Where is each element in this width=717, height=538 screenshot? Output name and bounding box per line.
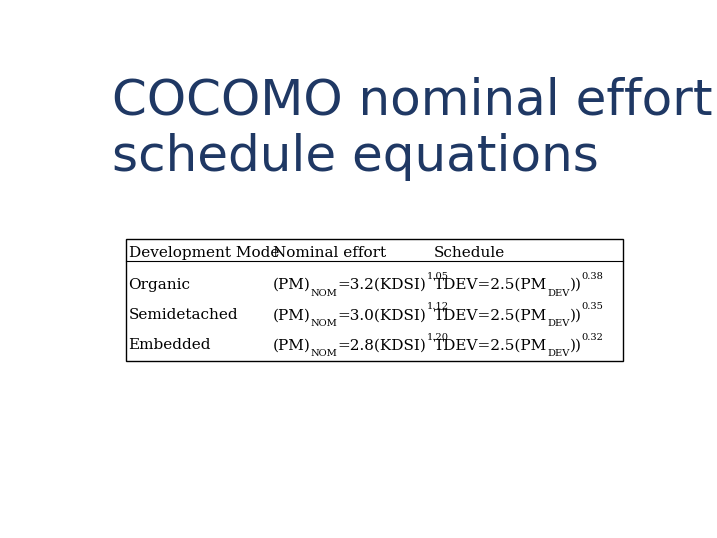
Text: Schedule: Schedule — [435, 246, 505, 260]
Text: 0.35: 0.35 — [581, 302, 604, 312]
Text: TDEV=2.5(PM: TDEV=2.5(PM — [435, 308, 547, 322]
Text: (PM): (PM) — [273, 308, 311, 322]
Text: 0.32: 0.32 — [581, 332, 604, 342]
Text: 0.38: 0.38 — [581, 272, 604, 281]
Text: DEV: DEV — [547, 349, 570, 358]
Text: 1.20: 1.20 — [427, 332, 449, 342]
Text: 1.12: 1.12 — [427, 302, 449, 312]
Text: DEV: DEV — [547, 319, 570, 328]
Text: =2.8(KDSI): =2.8(KDSI) — [338, 338, 427, 352]
Text: )): )) — [570, 338, 581, 352]
FancyBboxPatch shape — [125, 238, 623, 361]
Text: COCOMO nominal effort and
schedule equations: COCOMO nominal effort and schedule equat… — [112, 77, 717, 181]
Text: Organic: Organic — [128, 278, 191, 292]
Text: )): )) — [570, 278, 581, 292]
Text: Semidetached: Semidetached — [128, 308, 238, 322]
Text: Nominal effort: Nominal effort — [273, 246, 386, 260]
Text: (PM): (PM) — [273, 338, 311, 352]
Text: =3.2(KDSI): =3.2(KDSI) — [338, 278, 427, 292]
Text: (PM): (PM) — [273, 278, 311, 292]
Text: TDEV=2.5(PM: TDEV=2.5(PM — [435, 338, 547, 352]
Text: 1.05: 1.05 — [427, 272, 449, 281]
Text: DEV: DEV — [547, 289, 570, 298]
Text: NOM: NOM — [311, 289, 338, 298]
Text: =3.0(KDSI): =3.0(KDSI) — [338, 308, 427, 322]
Text: )): )) — [570, 308, 581, 322]
Text: Development Mode: Development Mode — [128, 246, 279, 260]
Text: Embedded: Embedded — [128, 338, 211, 352]
Text: NOM: NOM — [311, 349, 338, 358]
Text: TDEV=2.5(PM: TDEV=2.5(PM — [435, 278, 547, 292]
Text: NOM: NOM — [311, 319, 338, 328]
